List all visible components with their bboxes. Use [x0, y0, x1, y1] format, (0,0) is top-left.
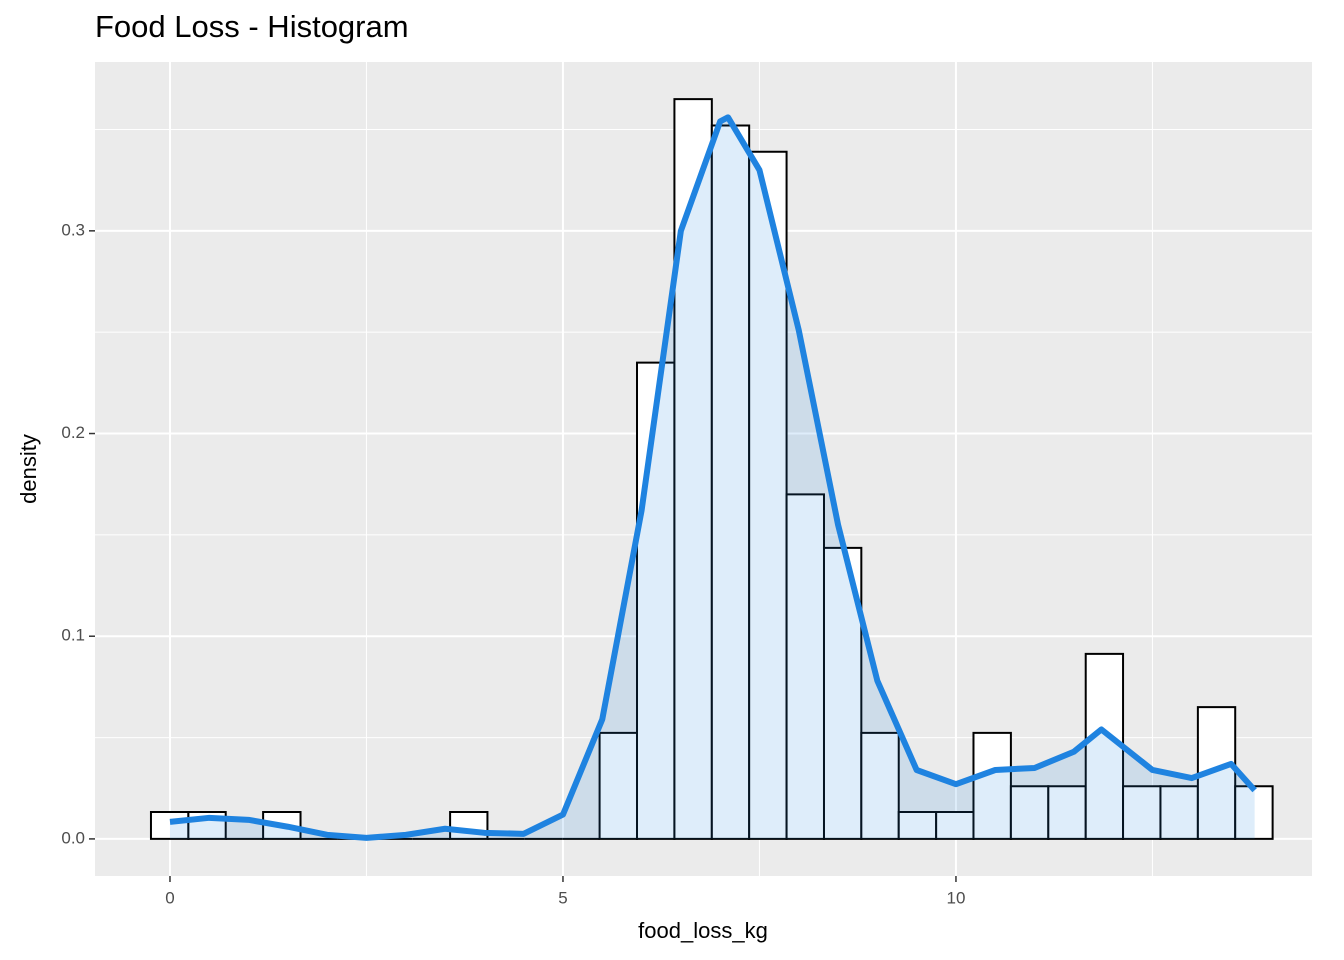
y-axis-title: density [16, 434, 41, 504]
bar [1196, 706, 1237, 840]
y-tick-label: 0.3 [61, 220, 85, 239]
density-line [169, 114, 1257, 841]
x-axis-title: food_loss_kg [638, 918, 768, 943]
bar [822, 546, 863, 840]
bar [972, 731, 1012, 840]
x-tick-label: 10 [946, 888, 965, 907]
bar [748, 150, 788, 840]
bar [785, 493, 825, 840]
x-tick-label: 5 [558, 888, 567, 907]
y-tick-label: 0.1 [61, 626, 85, 645]
bar [1234, 785, 1274, 840]
y-tick-label: 0.2 [61, 423, 85, 442]
y-tick-label: 0.0 [61, 828, 85, 847]
x-tick-label: 0 [165, 888, 174, 907]
bar [673, 98, 713, 840]
bar [710, 124, 751, 840]
density-area [169, 117, 1255, 839]
bar [1084, 652, 1125, 840]
chart-title: Food Loss - Histogram [95, 9, 409, 44]
